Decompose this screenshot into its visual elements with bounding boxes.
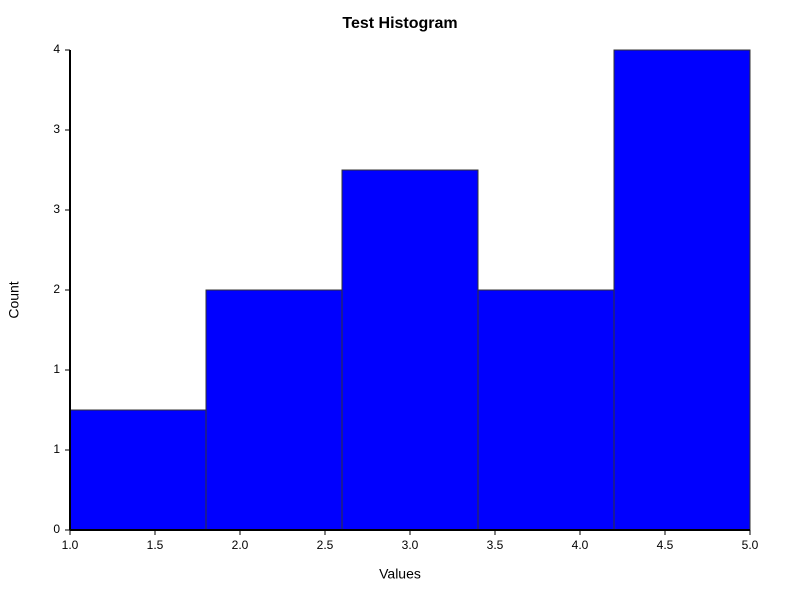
x-tick-label: 4.5 [657,538,674,552]
x-axis-label: Values [379,566,421,582]
x-tick-label: 2.5 [317,538,334,552]
x-tick-label: 4.0 [572,538,589,552]
bar [205,289,343,531]
y-tick-label: 0 [53,522,60,536]
y-tick-label: 2 [53,282,60,296]
x-tick-label: 5.0 [742,538,759,552]
bar [613,49,751,531]
x-tick-label: 1.0 [62,538,79,552]
y-tick-label: 3 [53,122,60,136]
chart-title: Test Histogram [342,15,457,32]
y-tick-label: 3 [53,202,60,216]
bar [341,169,479,531]
y-tick-label: 1 [53,442,60,456]
bar [477,289,615,531]
y-tick-label: 4 [53,42,60,56]
x-tick-label: 2.0 [232,538,249,552]
x-tick-label: 3.0 [402,538,419,552]
bar [69,409,207,531]
x-tick-label: 3.5 [487,538,504,552]
y-axis-label: Count [6,281,22,318]
x-tick-label: 1.5 [147,538,164,552]
y-tick-label: 1 [53,362,60,376]
